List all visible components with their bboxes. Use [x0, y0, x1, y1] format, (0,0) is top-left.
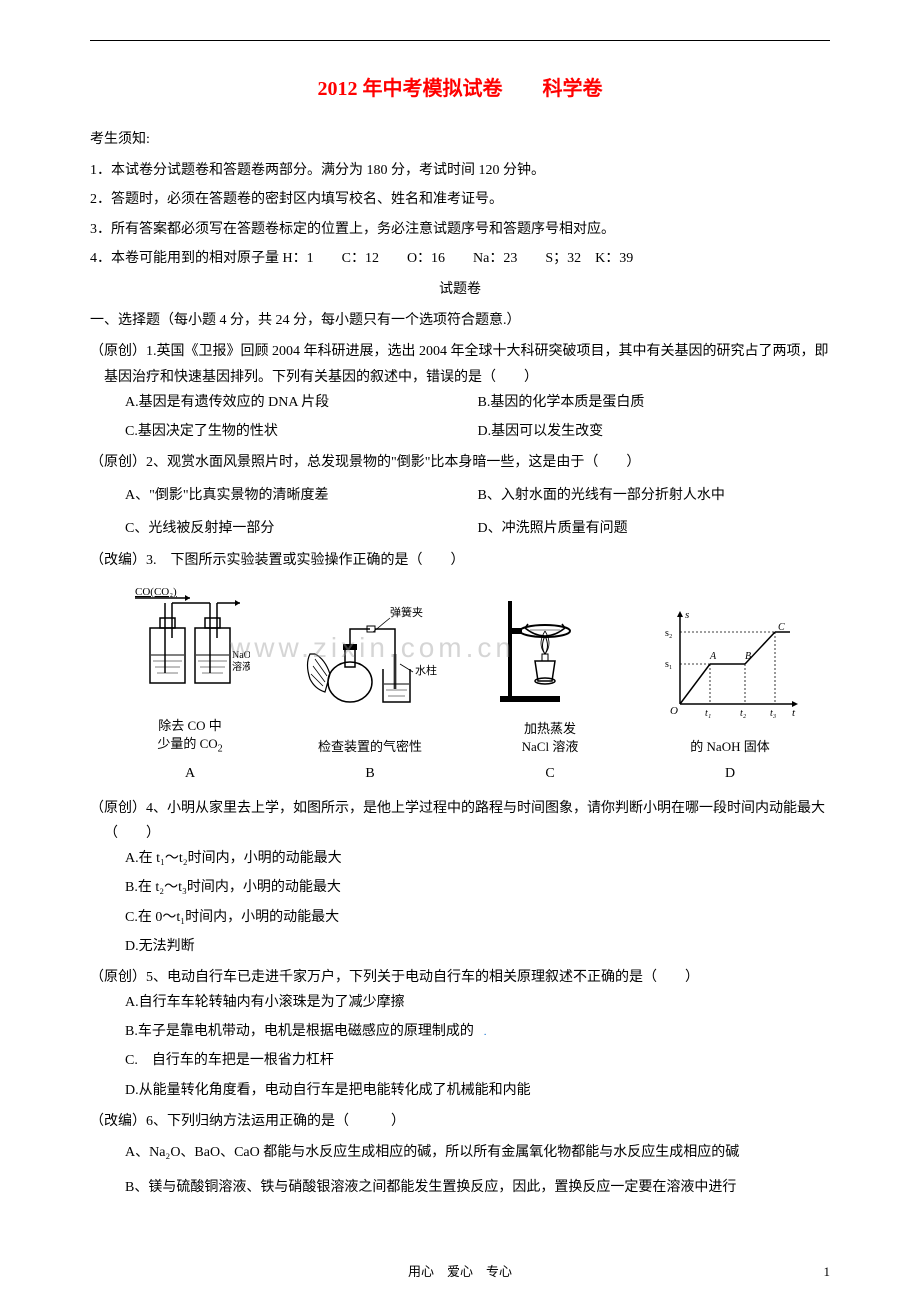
svg-text:NaOH: NaOH: [232, 650, 250, 661]
q4-opt-c: C.在 0～t₁时间内，小明的动能最大: [90, 905, 830, 930]
svg-text:B: B: [745, 651, 751, 662]
svg-text:溶液: 溶液: [232, 660, 250, 673]
page-number: 1: [824, 1260, 831, 1283]
page-footer: 用心 爱心 专心 1: [90, 1260, 830, 1283]
q5-opt-b: B.车子是靠电机带动，电机是根据电磁感应的原理制成的 .: [90, 1019, 830, 1044]
q5-opt-a: A.自行车车轮转轴内有小滚珠是为了减少摩擦: [90, 990, 830, 1015]
svg-text:CO(CO₂): CO(CO₂): [135, 586, 177, 598]
letter-c: C: [460, 761, 640, 786]
exam-title: 2012 年中考模拟试卷 科学卷: [90, 71, 830, 107]
diagram-c-svg: [490, 586, 610, 716]
diagram-d-svg: s t O s₂ s₁ A: [660, 604, 800, 734]
q2-opt-d: D、冲洗照片质量有问题: [478, 516, 831, 541]
q4-opt-a: A.在 t₁～t₂时间内，小明的动能最大: [90, 846, 830, 871]
q2-opt-c: C、光线被反射掉一部分: [125, 516, 478, 541]
diagram-c: 加热蒸发NaCl 溶液: [460, 586, 640, 756]
svg-text:t₂: t₂: [740, 708, 747, 719]
svg-text:C: C: [778, 622, 785, 633]
q2-opt-a: A、"倒影"比真实景物的清晰度差: [125, 483, 478, 508]
q4-text: （原创）4、小明从家里去上学，如图所示，是他上学过程中的路程与时间图象，请你判断…: [90, 796, 830, 846]
instruction-1: 1．本试卷分试题卷和答题卷两部分。满分为 180 分，考试时间 120 分钟。: [90, 158, 830, 183]
diagram-d: s t O s₂ s₁ A: [640, 604, 820, 756]
q4-opt-d: D.无法判断: [90, 934, 830, 959]
letter-d: D: [640, 761, 820, 786]
diagram-b: 弹簧夹 水柱: [280, 604, 460, 756]
diagram-row: CO(CO₂): [90, 583, 830, 757]
q2-opt-b: B、入射水面的光线有一部分折射人水中: [478, 483, 831, 508]
diagram-a: CO(CO₂): [100, 583, 280, 757]
notice-label: 考生须知:: [90, 127, 830, 152]
q4-opt-b: B.在 t₂～t₃时间内，小明的动能最大: [90, 875, 830, 900]
question-3: （改编）3. 下图所示实验装置或实验操作正确的是（ ） www.zixin.co…: [90, 548, 830, 786]
instruction-3: 3．所有答案都必须写在答题卷标定的位置上，务必注意试题序号和答题序号相对应。: [90, 217, 830, 242]
q6-opt-a: A、Na₂O、BaO、CaO 都能与水反应生成相应的碱，所以所有金属氧化物都能与…: [90, 1140, 830, 1165]
q1-opt-c: C.基因决定了生物的性状: [125, 419, 478, 444]
svg-text:s: s: [685, 609, 689, 621]
svg-text:t: t: [792, 707, 796, 719]
svg-text:t₁: t₁: [705, 708, 711, 719]
letter-a: A: [100, 761, 280, 786]
footer-text: 用心 爱心 专心: [408, 1264, 512, 1279]
svg-text:s₁: s₁: [665, 659, 672, 670]
svg-text:s₂: s₂: [665, 628, 672, 639]
q1-opt-b: B.基因的化学本质是蛋白质: [478, 390, 831, 415]
svg-text:水柱: 水柱: [415, 663, 437, 677]
diagram-a-svg: CO(CO₂): [130, 583, 250, 713]
q6-text: （改编）6、下列归纳方法运用正确的是（ ）: [90, 1109, 830, 1134]
instruction-4: 4．本卷可能用到的相对原子量 H：1 C：12 O：16 Na：23 S；32 …: [90, 246, 830, 271]
question-2: （原创）2、观赏水面风景照片时，总发现景物的"倒影"比本身暗一些，这是由于（ ）…: [90, 450, 830, 542]
question-4: （原创）4、小明从家里去上学，如图所示，是他上学过程中的路程与时间图象，请你判断…: [90, 796, 830, 959]
q5-opt-c: C. 自行车的车把是一根省力杠杆: [90, 1048, 830, 1073]
svg-text:O: O: [670, 705, 678, 717]
sheet-label: 试题卷: [90, 277, 830, 302]
svg-text:A: A: [709, 651, 717, 662]
question-6: （改编）6、下列归纳方法运用正确的是（ ） A、Na₂O、BaO、CaO 都能与…: [90, 1109, 830, 1201]
instruction-2: 2．答题时，必须在答题卷的密封区内填写校名、姓名和准考证号。: [90, 187, 830, 212]
diagram-c-caption: 加热蒸发NaCl 溶液: [522, 720, 579, 756]
q1-opt-d: D.基因可以发生改变: [478, 419, 831, 444]
svg-text:t₃: t₃: [770, 708, 777, 719]
diagram-d-caption: 的 NaOH 固体: [690, 738, 769, 756]
q1-opt-a: A.基因是有遗传效应的 DNA 片段: [125, 390, 478, 415]
section-1-header: 一、选择题（每小题 4 分，共 24 分，每小题只有一个选项符合题意.）: [90, 308, 830, 333]
diagram-b-svg: 弹簧夹 水柱: [295, 604, 445, 734]
q5-opt-d: D.从能量转化角度看，电动自行车是把电能转化成了机械能和内能: [90, 1078, 830, 1103]
top-rule: [90, 40, 830, 41]
q1-text: （原创）1.英国《卫报》回顾 2004 年科研进展，选出 2004 年全球十大科…: [90, 339, 830, 389]
question-5: （原创）5、电动自行车已走进千家万户，下列关于电动自行车的相关原理叙述不正确的是…: [90, 965, 830, 1103]
q2-text: （原创）2、观赏水面风景照片时，总发现景物的"倒影"比本身暗一些，这是由于（ ）: [90, 450, 830, 475]
svg-text:弹簧夹: 弹簧夹: [390, 605, 423, 619]
letter-b: B: [280, 761, 460, 786]
diagram-a-caption: 除去 CO 中少量的 CO2: [157, 717, 222, 757]
dot-icon: .: [474, 1027, 487, 1038]
q3-text: （改编）3. 下图所示实验装置或实验操作正确的是（ ）: [90, 548, 830, 573]
question-1: （原创）1.英国《卫报》回顾 2004 年科研进展，选出 2004 年全球十大科…: [90, 339, 830, 444]
instructions-block: 考生须知: 1．本试卷分试题卷和答题卷两部分。满分为 180 分，考试时间 12…: [90, 127, 830, 302]
q5-text: （原创）5、电动自行车已走进千家万户，下列关于电动自行车的相关原理叙述不正确的是…: [90, 965, 830, 990]
q6-opt-b: B、镁与硫酸铜溶液、铁与硝酸银溶液之间都能发生置换反应，因此，置换反应一定要在溶…: [90, 1175, 830, 1200]
diagram-b-caption: 检查装置的气密性: [318, 738, 422, 756]
diagram-letters: A B C D: [90, 761, 830, 786]
